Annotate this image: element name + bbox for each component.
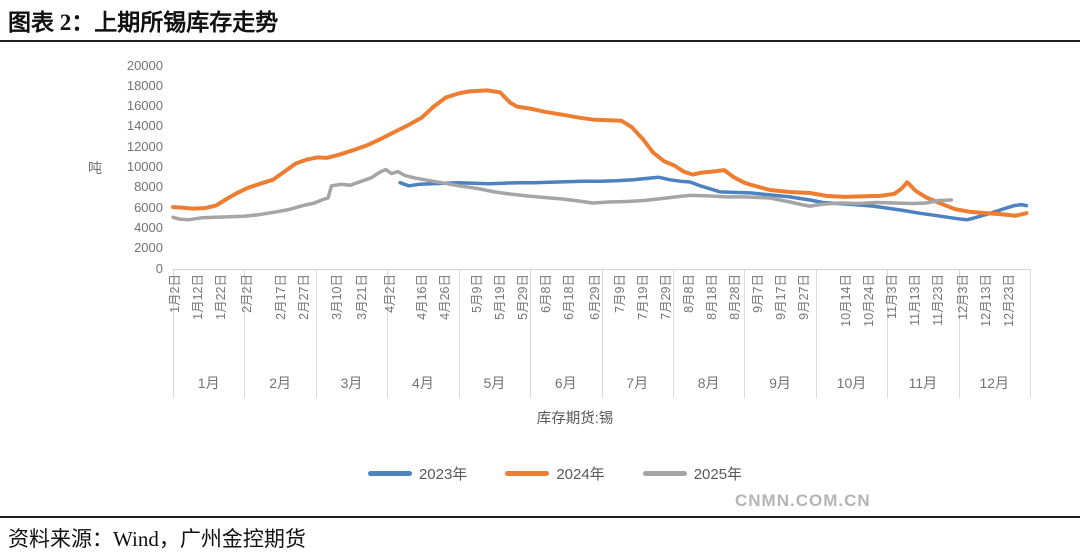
x-axis-date-label: 6月8日: [539, 274, 554, 313]
y-axis-tick-label: 20000: [126, 57, 163, 73]
x-axis-date-label: 8月8日: [682, 274, 697, 313]
chart-legend: 2023年 2024年 2025年: [0, 463, 1080, 484]
bottom-divider: [0, 516, 1080, 518]
x-axis-date-label: 1月2日: [168, 274, 183, 313]
x-axis-month-label: 7月: [626, 375, 649, 391]
x-axis-date-label: 8月18日: [705, 274, 720, 320]
x-axis-date-label: 9月27日: [797, 274, 812, 320]
x-axis-date-label: 7月29日: [659, 274, 673, 320]
x-axis-date-label: 5月29日: [516, 274, 531, 320]
y-axis-tick-label: 8000: [134, 179, 163, 195]
x-axis-month-label: 12月: [979, 375, 1010, 391]
x-axis-date-label: 12月13日: [979, 274, 994, 327]
legend-item-2024: 2024年: [505, 463, 605, 484]
y-axis-tick-label: 0: [155, 260, 163, 276]
month-separator: [887, 269, 889, 398]
x-axis-date-label: 11月3日: [884, 274, 899, 319]
x-axis-date-label: 3月10日: [329, 274, 344, 320]
y-axis-tick-label: 16000: [126, 98, 163, 114]
x-axis-date-label: 5月9日: [470, 274, 485, 313]
x-axis-month-label: 2月: [269, 375, 291, 391]
month-separator: [815, 269, 817, 398]
month-separator: [458, 269, 460, 398]
month-separator: [530, 269, 532, 398]
x-axis-date-label: 12月3日: [956, 274, 971, 320]
data-source-note: 资料来源：Wind，广州金控期货: [8, 527, 306, 551]
month-separator: [958, 269, 960, 398]
y-axis-tick-label: 4000: [134, 219, 163, 235]
series-line-2025: [171, 167, 954, 222]
x-axis-date-label: 2月2日: [239, 274, 254, 313]
x-axis-title: 库存期货:锡: [536, 411, 614, 427]
x-axis-date-label: 1月12日: [191, 274, 206, 320]
legend-line-swatch: [505, 471, 550, 476]
watermark-text: CNMN.COM.CN: [735, 491, 871, 510]
x-axis-date-label: 10月14日: [838, 274, 853, 327]
month-separator: [744, 269, 746, 398]
y-axis-tick-label: 12000: [126, 138, 163, 154]
month-separator: [315, 269, 317, 398]
y-axis-tick-label: 10000: [126, 159, 163, 174]
x-axis-date-label: 9月7日: [751, 274, 766, 313]
x-axis-date-label: 11月23日: [930, 274, 945, 326]
y-axis-unit-label: 吨: [88, 160, 102, 176]
x-axis-month-label: 4月: [412, 375, 434, 391]
x-axis-date-label: 4月2日: [382, 274, 397, 313]
x-axis-date-label: 8月28日: [728, 274, 743, 320]
legend-label: 2023年: [418, 466, 468, 483]
x-axis-date-label: 6月18日: [562, 274, 577, 320]
series-line-2023: [398, 175, 1029, 222]
x-axis-date-label: 3月21日: [354, 274, 369, 320]
x-axis-date-label: 11月13日: [907, 274, 922, 326]
legend-line-swatch: [642, 471, 687, 476]
x-axis-month-label: 10月: [836, 375, 867, 391]
x-axis-date-label: 2月17日: [274, 274, 289, 320]
month-separator: [244, 269, 246, 398]
x-axis-month-label: 6月: [554, 375, 577, 391]
x-axis-date-label: 6月29日: [587, 274, 602, 320]
chart-title: 图表 2：上期所锡库存走势: [8, 10, 279, 35]
x-axis-month-label: 11月: [908, 375, 938, 391]
legend-item-2023: 2023年: [367, 463, 468, 484]
top-divider: [0, 40, 1080, 42]
x-axis-date-label: 7月9日: [612, 274, 627, 313]
month-separator: [601, 269, 603, 398]
legend-line-swatch: [367, 471, 412, 476]
x-axis-date-label: 12月23日: [1002, 274, 1017, 327]
x-axis-month-label: 3月: [340, 375, 363, 391]
y-axis-tick-label: 14000: [126, 118, 163, 134]
x-axis-date-label: 1月22日: [214, 274, 229, 320]
x-axis-date-label: 10月24日: [861, 274, 876, 327]
legend-label: 2025年: [693, 466, 743, 483]
x-axis-date-label: 4月16日: [414, 274, 429, 320]
x-axis-date-label: 5月19日: [493, 274, 508, 320]
x-axis-date-label: 4月26日: [437, 274, 452, 320]
x-axis-month-label: 8月: [697, 375, 720, 391]
month-separator: [387, 269, 389, 398]
y-axis-tick-label: 18000: [126, 77, 163, 93]
x-axis-month-label: 5月: [483, 375, 506, 391]
x-axis-date-label: 7月19日: [635, 274, 650, 320]
y-axis-tick-label: 6000: [134, 199, 163, 215]
legend-label: 2024年: [556, 466, 605, 483]
x-axis-month-label: 1月: [197, 375, 220, 391]
x-axis-month-label: 9月: [769, 375, 791, 391]
x-axis-date-label: 2月27日: [297, 274, 312, 320]
month-separator: [173, 269, 174, 398]
month-separator: [1030, 269, 1031, 398]
x-axis-date-label: 9月17日: [774, 274, 789, 320]
legend-item-2025: 2025年: [642, 463, 743, 484]
series-line-2024: [171, 88, 1029, 218]
y-axis-tick-label: 2000: [134, 240, 163, 256]
month-separator: [672, 269, 674, 398]
